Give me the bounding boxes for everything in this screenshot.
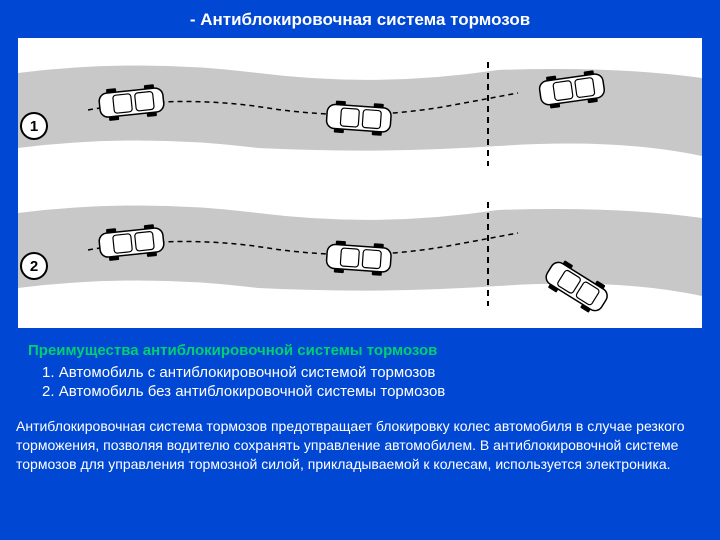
lane-label-2: 2 xyxy=(20,252,48,280)
advantages-subtitle: Преимущества антиблокировочной системы т… xyxy=(0,328,720,363)
diagram-svg xyxy=(18,38,702,328)
list-item: Автомобиль с антиблокировочной системой … xyxy=(42,363,720,382)
description-text: Антиблокировочная система тормозов предо… xyxy=(0,401,720,474)
abs-diagram: 1 2 xyxy=(18,38,702,328)
advantages-list: Автомобиль с антиблокировочной системой … xyxy=(0,363,720,401)
page-title: - Антиблокировочная система тормозов xyxy=(0,0,720,38)
car-1-2 xyxy=(326,100,392,136)
car-2-2 xyxy=(326,240,392,276)
lane-label-1: 1 xyxy=(20,112,48,140)
list-item: Автомобиль без антиблокировочной системы… xyxy=(42,382,720,401)
